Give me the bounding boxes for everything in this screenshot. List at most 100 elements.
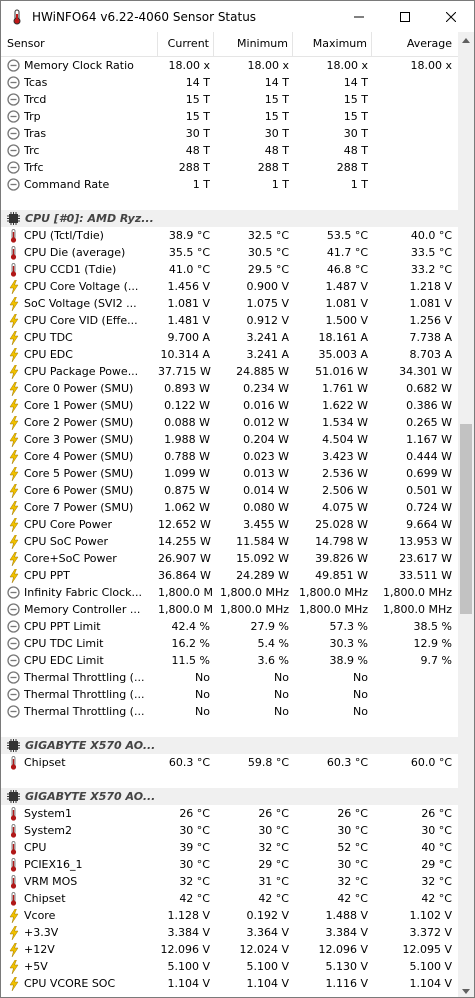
sensor-row[interactable]: Core+SoC Power 26.907 W 15.092 W 39.826 W 23… [1, 550, 460, 567]
sensor-row[interactable]: Trp 15 T 15 T 15 T [1, 108, 460, 125]
maximum-value: 30 °C [337, 824, 368, 837]
sensor-row[interactable]: Thermal Throttling (... No No No [1, 669, 460, 686]
scrollbar-thumb[interactable] [460, 424, 472, 614]
minimum-value: 24.885 W [236, 365, 289, 378]
sensor-row[interactable]: Infinity Fabric Clock... 1,800.0 MHz 1,800… [1, 584, 460, 601]
sensor-name-cell: Core 3 Power (SMU) [1, 431, 158, 448]
sensor-row[interactable]: CPU CCD1 (Tdie) 41.0 °C 29.5 °C 46.8 °C 33.2… [1, 261, 460, 278]
sensor-row[interactable]: CPU SoC Power 14.255 W 11.584 W 14.798 W 13.… [1, 533, 460, 550]
close-button[interactable] [428, 1, 474, 32]
sensor-group-header[interactable]: CPU [#0]: AMD Ryz... [1, 210, 460, 227]
sensor-row[interactable]: Memory Controller ... 1,800.0 MHz 1,800.0 … [1, 601, 460, 618]
lightning-bolt-icon [7, 296, 20, 311]
sensor-row[interactable]: CPU Core Voltage (... 1.456 V 0.900 V 1.487… [1, 278, 460, 295]
clock-gauge-icon [7, 671, 20, 684]
column-header-average[interactable]: Average [406, 37, 452, 50]
clock-gauge-icon [7, 654, 20, 667]
current-value: 42.4 % [171, 620, 210, 633]
sensor-row[interactable]: Thermal Throttling (... No No No [1, 703, 460, 720]
sensor-row[interactable]: CPU PPT 36.864 W 24.289 W 49.851 W 33.511 W [1, 567, 460, 584]
sensor-row[interactable]: Tcas 14 T 14 T 14 T [1, 74, 460, 91]
minimum-value: 11.584 W [236, 535, 289, 548]
sensor-row[interactable]: CPU TDC Limit 16.2 % 5.4 % 30.3 % 12.9 % [1, 635, 460, 652]
column-header-maximum[interactable]: Maximum [293, 32, 372, 56]
average-value [372, 176, 460, 193]
sensor-group-header[interactable]: GIGABYTE X570 AO... [1, 788, 460, 805]
title-bar[interactable]: HWiNFO64 v6.22-4060 Sensor Status [1, 1, 474, 32]
sensor-row[interactable]: Command Rate 1 T 1 T 1 T [1, 176, 460, 193]
sensor-name-cell: Core 6 Power (SMU) [1, 482, 158, 499]
sensor-row[interactable]: Core 4 Power (SMU) 0.788 W 0.023 W 3.423 W 0… [1, 448, 460, 465]
sensor-list[interactable]: Memory Clock Ratio 18.00 x 18.00 x 18.00 x 1… [1, 57, 460, 997]
sensor-row[interactable]: +3.3V 3.384 V 3.364 V 3.384 V 3.372 V [1, 924, 460, 941]
sensor-group-header[interactable]: GIGABYTE X570 AO... [1, 737, 460, 754]
sensor-row[interactable]: Tras 30 T 30 T 30 T [1, 125, 460, 142]
sensor-name: Core+SoC Power [24, 552, 117, 565]
sensor-row[interactable]: CPU EDC 10.314 A 3.241 A 35.003 A 8.703 A [1, 346, 460, 363]
sensor-name: CPU TDC Limit [24, 637, 104, 650]
sensor-row[interactable]: System1 26 °C 26 °C 26 °C 26 °C [1, 805, 460, 822]
sensor-row[interactable]: CPU Package Powe... 37.715 W 24.885 W 51.01… [1, 363, 460, 380]
clock-gauge-icon [7, 127, 20, 140]
average-value [372, 142, 460, 159]
sensor-row[interactable]: CPU Die (average) 35.5 °C 30.5 °C 41.7 °C 33… [1, 244, 460, 261]
sensor-row[interactable]: CPU EDC Limit 11.5 % 3.6 % 38.9 % 9.7 % [1, 652, 460, 669]
sensor-row[interactable]: CPU Core Power 12.652 W 3.455 W 25.028 W 9.6… [1, 516, 460, 533]
sensor-row[interactable]: PCIEX16_1 30 °C 29 °C 30 °C 29 °C [1, 856, 460, 873]
column-header-minimum[interactable]: Minimum [214, 32, 293, 56]
sensor-row[interactable]: Core 0 Power (SMU) 0.893 W 0.234 W 1.761 W 0… [1, 380, 460, 397]
average-value: 0.386 W [406, 399, 452, 412]
average-value: 9.664 W [406, 518, 452, 531]
sensor-row[interactable]: Trcd 15 T 15 T 15 T [1, 91, 460, 108]
sensor-row[interactable]: +12V 12.096 V 12.024 V 12.096 V 12.095 V [1, 941, 460, 958]
minimize-button[interactable] [336, 1, 382, 32]
sensor-row[interactable]: CPU PPT Limit 42.4 % 27.9 % 57.3 % 38.5 % [1, 618, 460, 635]
sensor-name-cell: Thermal Throttling (... [1, 686, 158, 703]
minimize-icon [354, 16, 364, 17]
sensor-row[interactable]: System2 30 °C 30 °C 30 °C 30 °C [1, 822, 460, 839]
sensor-row[interactable]: Memory Clock Ratio 18.00 x 18.00 x 18.00 x 1… [1, 57, 460, 74]
minimum-value: 0.023 W [243, 450, 289, 463]
column-header-sensor[interactable]: Sensor [1, 32, 158, 56]
lightning-bolt-icon [7, 959, 20, 974]
sensor-row[interactable]: Vcore 1.128 V 0.192 V 1.488 V 1.102 V [1, 907, 460, 924]
minimum-value: 15.092 W [236, 552, 289, 565]
sensor-row[interactable]: Core 6 Power (SMU) 0.875 W 0.014 W 2.506 W 0… [1, 482, 460, 499]
sensor-row[interactable]: Thermal Throttling (... No No No [1, 686, 460, 703]
sensor-row[interactable]: Trfc 288 T 288 T 288 T [1, 159, 460, 176]
minimum-value: 1,800.0 MHz [219, 603, 289, 616]
sensor-row[interactable]: Core 2 Power (SMU) 0.088 W 0.012 W 1.534 W 0… [1, 414, 460, 431]
minimum-value: 0.912 V [246, 314, 289, 327]
sensor-row[interactable]: CPU VCORE SOC 1.104 V 1.104 V 1.116 V 1.104 … [1, 975, 460, 992]
maximum-value: 38.9 % [329, 654, 368, 667]
sensor-row[interactable]: Chipset 60.3 °C 59.8 °C 60.3 °C 60.0 °C [1, 754, 460, 771]
vertical-scrollbar[interactable] [458, 32, 474, 997]
sensor-row[interactable]: +5V 5.100 V 5.100 V 5.130 V 5.100 V [1, 958, 460, 975]
minimum-value: 48 T [264, 144, 289, 157]
sensor-row[interactable]: Core 7 Power (SMU) 1.062 W 0.080 W 4.075 W 0… [1, 499, 460, 516]
sensor-row[interactable]: Chipset 42 °C 42 °C 42 °C 42 °C [1, 890, 460, 907]
clock-gauge-icon [7, 688, 20, 701]
sensor-name: Core 3 Power (SMU) [24, 433, 134, 446]
minimum-value: 288 T [257, 161, 289, 174]
sensor-row[interactable]: CPU TDC 9.700 A 3.241 A 18.161 A 7.738 A [1, 329, 460, 346]
sensor-row[interactable]: VRM MOS 32 °C 31 °C 32 °C 32 °C [1, 873, 460, 890]
sensor-row[interactable]: CPU 39 °C 32 °C 52 °C 40 °C [1, 839, 460, 856]
current-value: 30 °C [179, 858, 210, 871]
scroll-up-arrow-icon[interactable] [458, 32, 474, 48]
sensor-name-cell: SoC Voltage (SVI2 ... [1, 295, 158, 312]
sensor-row[interactable]: Core 3 Power (SMU) 1.988 W 0.204 W 4.504 W 1… [1, 431, 460, 448]
maximum-value: 26 °C [337, 807, 368, 820]
sensor-row[interactable]: Trc 48 T 48 T 48 T [1, 142, 460, 159]
sensor-row[interactable]: CPU (Tctl/Tdie) 38.9 °C 32.5 °C 53.5 °C 40.0… [1, 227, 460, 244]
minimum-value: No [274, 688, 289, 701]
scroll-down-arrow-icon[interactable] [458, 983, 474, 997]
sensor-row[interactable]: CPU Core VID (Effe... 1.481 V 0.912 V 1.500… [1, 312, 460, 329]
minimum-value: 15 T [264, 110, 289, 123]
sensor-row[interactable]: Core 5 Power (SMU) 1.099 W 0.013 W 2.536 W 0… [1, 465, 460, 482]
lightning-bolt-icon [7, 347, 20, 362]
sensor-row[interactable]: SoC Voltage (SVI2 ... 1.081 V 1.075 V 1.081… [1, 295, 460, 312]
sensor-row[interactable]: Core 1 Power (SMU) 0.122 W 0.016 W 1.622 W 0… [1, 397, 460, 414]
column-header-current[interactable]: Current [158, 32, 214, 56]
maximize-button[interactable] [382, 1, 428, 32]
